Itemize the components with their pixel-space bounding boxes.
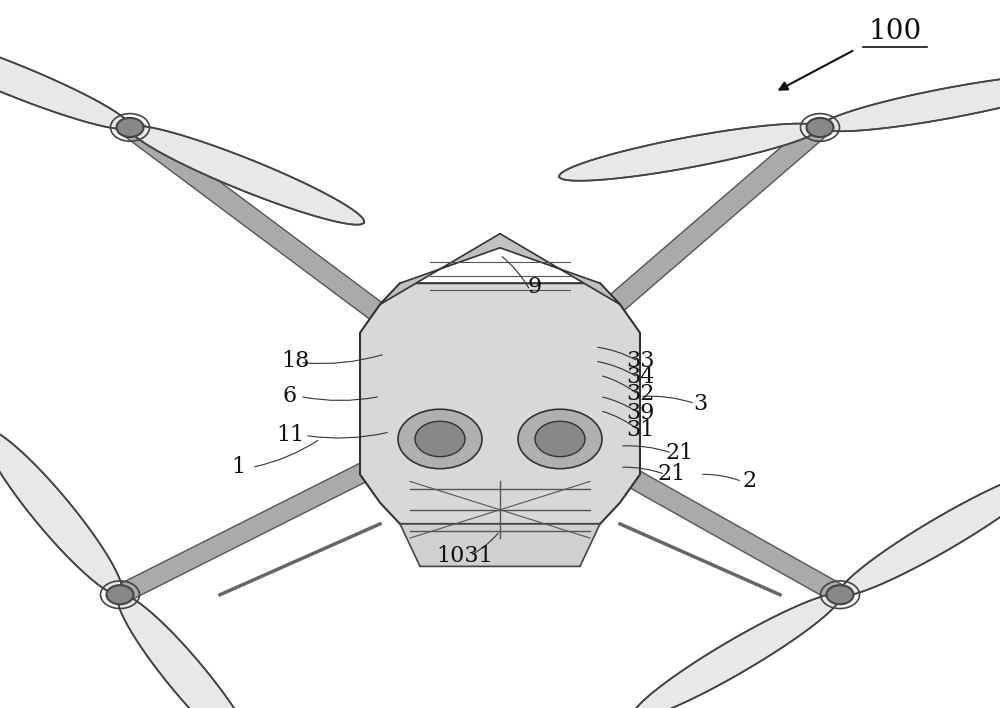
Circle shape xyxy=(518,409,602,469)
Polygon shape xyxy=(820,74,1000,131)
Polygon shape xyxy=(0,30,130,129)
Polygon shape xyxy=(0,429,122,595)
Text: 31: 31 xyxy=(626,418,654,441)
Polygon shape xyxy=(632,594,841,708)
Polygon shape xyxy=(360,283,640,524)
Text: 18: 18 xyxy=(281,350,309,372)
Text: 11: 11 xyxy=(276,424,304,447)
Polygon shape xyxy=(559,124,820,181)
Polygon shape xyxy=(839,471,1000,595)
Text: 39: 39 xyxy=(626,401,654,424)
Circle shape xyxy=(116,118,144,137)
Polygon shape xyxy=(118,595,257,708)
Circle shape xyxy=(535,421,585,457)
Polygon shape xyxy=(380,234,620,304)
Text: 6: 6 xyxy=(283,385,297,408)
Text: 100: 100 xyxy=(868,18,922,45)
Polygon shape xyxy=(400,524,600,566)
Text: 3: 3 xyxy=(693,392,707,415)
Polygon shape xyxy=(130,126,364,224)
Text: 33: 33 xyxy=(626,350,654,372)
Polygon shape xyxy=(490,122,830,409)
Text: 1031: 1031 xyxy=(437,544,493,567)
Circle shape xyxy=(398,409,482,469)
Polygon shape xyxy=(492,396,848,602)
Text: 21: 21 xyxy=(658,463,686,486)
Polygon shape xyxy=(121,121,509,410)
Circle shape xyxy=(806,118,834,137)
Circle shape xyxy=(106,585,134,604)
Text: 1: 1 xyxy=(231,456,245,479)
Text: 9: 9 xyxy=(528,275,542,298)
Text: 21: 21 xyxy=(666,442,694,464)
Text: 34: 34 xyxy=(626,366,654,389)
Polygon shape xyxy=(113,396,507,602)
Text: 32: 32 xyxy=(626,383,654,406)
Circle shape xyxy=(826,585,854,604)
Circle shape xyxy=(415,421,465,457)
Text: 2: 2 xyxy=(743,470,757,493)
